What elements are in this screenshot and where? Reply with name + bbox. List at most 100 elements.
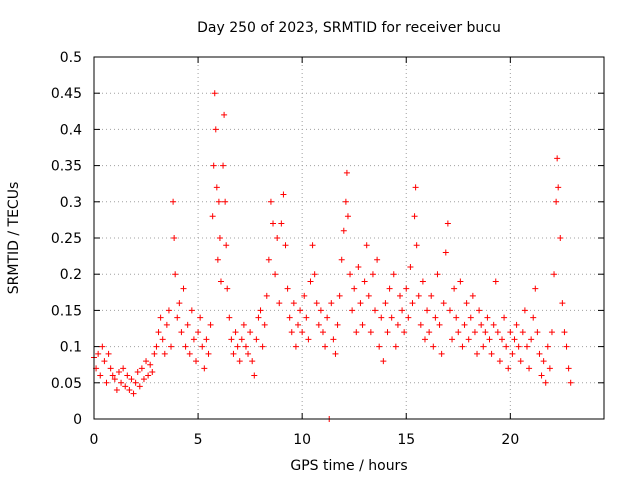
data-point (357, 300, 364, 307)
data-point (419, 278, 426, 285)
data-point (297, 307, 304, 314)
data-point (412, 184, 419, 191)
data-point (532, 285, 539, 292)
data-point (324, 314, 331, 321)
data-point (216, 235, 223, 241)
data-point (309, 242, 316, 249)
data-point (213, 184, 220, 191)
data-point (97, 372, 104, 379)
data-point (234, 343, 241, 350)
data-point (401, 329, 408, 336)
data-point (365, 292, 372, 299)
data-point (171, 235, 178, 241)
grid-lines (94, 57, 604, 419)
data-point (438, 350, 445, 357)
data-point (367, 329, 374, 336)
data-point (411, 213, 418, 220)
data-point (340, 227, 347, 234)
data-point (103, 379, 110, 386)
data-point (355, 263, 362, 270)
data-point (322, 343, 329, 350)
data-point (388, 314, 395, 321)
data-point (332, 350, 339, 357)
data-point (359, 321, 366, 328)
data-point (222, 198, 229, 205)
x-tick-label: 20 (501, 432, 519, 448)
data-point (330, 336, 337, 343)
data-point (463, 300, 470, 307)
data-point (212, 126, 219, 133)
data-point (242, 343, 249, 350)
data-point (138, 365, 145, 372)
data-point (436, 321, 443, 328)
data-point (476, 307, 483, 314)
data-point (215, 198, 222, 205)
data-point (530, 314, 537, 321)
data-point (338, 256, 345, 263)
data-point (478, 321, 485, 328)
data-point (392, 343, 399, 350)
data-point (374, 256, 381, 263)
data-point (259, 343, 266, 350)
data-point (548, 329, 555, 336)
x-tick-labels: 0 5 10 15 20 (90, 432, 520, 448)
data-point (126, 387, 133, 394)
data-point (188, 307, 195, 314)
data-point (195, 329, 202, 336)
data-point (180, 285, 187, 292)
data-point (159, 336, 166, 343)
data-point (223, 242, 230, 249)
data-point (426, 329, 433, 336)
data-point (186, 350, 193, 357)
data-point (163, 321, 170, 328)
data-point (344, 213, 351, 220)
y-tick-label: 0.2 (60, 267, 82, 283)
x-tick-label: 0 (90, 432, 99, 448)
data-point (515, 343, 522, 350)
data-point (490, 321, 497, 328)
y-tick-labels: 0 0.05 0.1 0.15 0.2 0.25 0.3 0.35 0.4 0.45 0.5 (51, 50, 82, 428)
data-point (307, 278, 314, 285)
data-point (538, 372, 545, 379)
data-point (557, 235, 564, 241)
data-point (311, 271, 318, 278)
data-point (417, 321, 424, 328)
data-point (540, 358, 547, 365)
data-point (343, 169, 350, 176)
data-point (313, 300, 320, 307)
data-point (211, 90, 218, 97)
data-point (494, 329, 501, 336)
data-point (203, 336, 210, 343)
data-point (201, 365, 208, 372)
data-point (145, 372, 152, 379)
y-tick-label: 0.35 (51, 159, 82, 175)
data-point (161, 350, 168, 357)
data-point (249, 358, 256, 365)
data-point (140, 376, 147, 383)
data-point (544, 343, 551, 350)
y-tick-label: 0.3 (60, 195, 82, 211)
data-point (301, 292, 308, 299)
data-point (559, 300, 566, 307)
data-point (286, 314, 293, 321)
data-point (361, 278, 368, 285)
data-point (546, 365, 553, 372)
data-point (382, 300, 389, 307)
data-point (465, 336, 472, 343)
data-point (205, 350, 212, 357)
data-point (276, 300, 283, 307)
data-point (390, 271, 397, 278)
plot-frame (93, 56, 605, 420)
data-point (442, 249, 449, 256)
data-point (397, 292, 403, 299)
data-point (369, 271, 376, 278)
data-point (107, 365, 114, 372)
data-point (486, 336, 493, 343)
data-point (238, 336, 245, 343)
data-point (220, 162, 227, 169)
x-tick-label: 15 (397, 432, 415, 448)
data-point (319, 329, 326, 336)
data-point (526, 365, 533, 372)
y-tick-label: 0.5 (60, 50, 82, 66)
